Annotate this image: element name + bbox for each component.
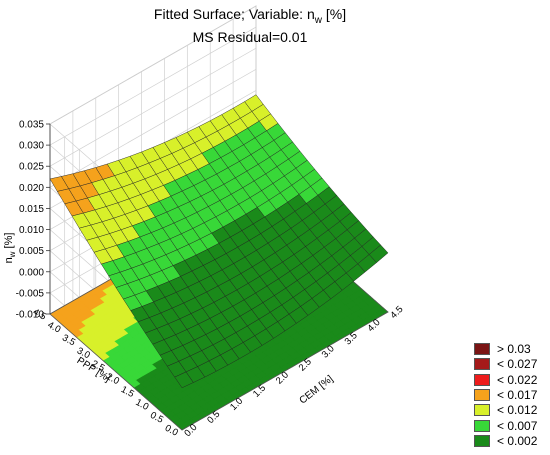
z-tick-label: 0.015 bbox=[19, 204, 44, 215]
legend-swatch bbox=[474, 419, 490, 432]
z-tick-label: 0.020 bbox=[19, 183, 44, 194]
legend-swatch bbox=[474, 373, 490, 386]
chart-title: Fitted Surface; Variable: nw [%] MS Resi… bbox=[0, 6, 500, 46]
ppp-tick-label: 0.0 bbox=[163, 423, 180, 439]
ppp-tick-label: 4.0 bbox=[46, 320, 63, 336]
z-tick-label: 0.035 bbox=[19, 120, 44, 131]
ppp-tick-label: 4.5 bbox=[31, 307, 48, 323]
ppp-tick-label: 2.0 bbox=[104, 371, 121, 387]
legend-item: < 0.027 bbox=[474, 357, 550, 372]
ppp-tick-label: 3.5 bbox=[60, 333, 77, 349]
title-subscript: w bbox=[314, 14, 322, 26]
legend-swatch bbox=[474, 343, 490, 355]
z-label-unit: [%] bbox=[3, 233, 15, 252]
z-label-sub: w bbox=[8, 251, 17, 258]
title-line-2: MS Residual=0.01 bbox=[192, 28, 308, 45]
z-axis-label: nw [%] bbox=[3, 233, 17, 264]
legend-label: < 0.022 bbox=[497, 372, 538, 387]
title-prefix: Fitted Surface; Variable: n bbox=[153, 6, 315, 22]
z-tick-label: 0.005 bbox=[19, 246, 44, 257]
legend-item: < 0.002 bbox=[474, 433, 550, 449]
legend-item: < 0.017 bbox=[474, 387, 550, 403]
legend-label: < 0.027 bbox=[497, 357, 538, 372]
z-label-main: n bbox=[3, 257, 15, 263]
cem-axis-label: CEM [%] bbox=[298, 373, 336, 406]
ppp-tick-label: 2.5 bbox=[90, 358, 107, 374]
fitted-surface bbox=[49, 94, 389, 389]
legend-swatch bbox=[474, 434, 490, 447]
cem-tick-label: 4.5 bbox=[388, 304, 405, 321]
ppp-tick-label: 0.5 bbox=[148, 410, 165, 426]
z-tick-label: 0.000 bbox=[19, 267, 44, 278]
legend-swatch bbox=[474, 404, 490, 417]
legend-item: < 0.007 bbox=[474, 418, 550, 434]
legend-label: < 0.012 bbox=[497, 403, 538, 418]
z-tick-label: -0.010 bbox=[16, 310, 45, 321]
legend-label: < 0.017 bbox=[497, 387, 538, 402]
legend-swatch bbox=[474, 388, 490, 401]
legend-label: > 0.03 bbox=[497, 342, 531, 356]
surface-cell bbox=[368, 244, 389, 263]
ppp-tick-label: 3.0 bbox=[75, 345, 92, 361]
legend-swatch bbox=[474, 358, 490, 371]
legend-label: < 0.002 bbox=[497, 433, 538, 448]
legend-label: < 0.007 bbox=[497, 418, 538, 433]
title-suffix: [%] bbox=[321, 6, 347, 22]
z-tick-label: -0.005 bbox=[16, 288, 45, 299]
legend-item: < 0.012 bbox=[474, 403, 550, 418]
title-line-1: Fitted Surface; Variable: nw [%] bbox=[0, 6, 500, 29]
legend-item: < 0.022 bbox=[474, 372, 550, 388]
z-tick-label: 0.030 bbox=[19, 141, 44, 152]
z-tick-label: 0.010 bbox=[19, 225, 44, 236]
z-tick-label: 0.025 bbox=[19, 162, 44, 173]
ppp-tick-label: 1.5 bbox=[119, 384, 136, 400]
legend-item: > 0.03 bbox=[474, 342, 550, 357]
ppp-tick-label: 1.0 bbox=[134, 397, 151, 413]
